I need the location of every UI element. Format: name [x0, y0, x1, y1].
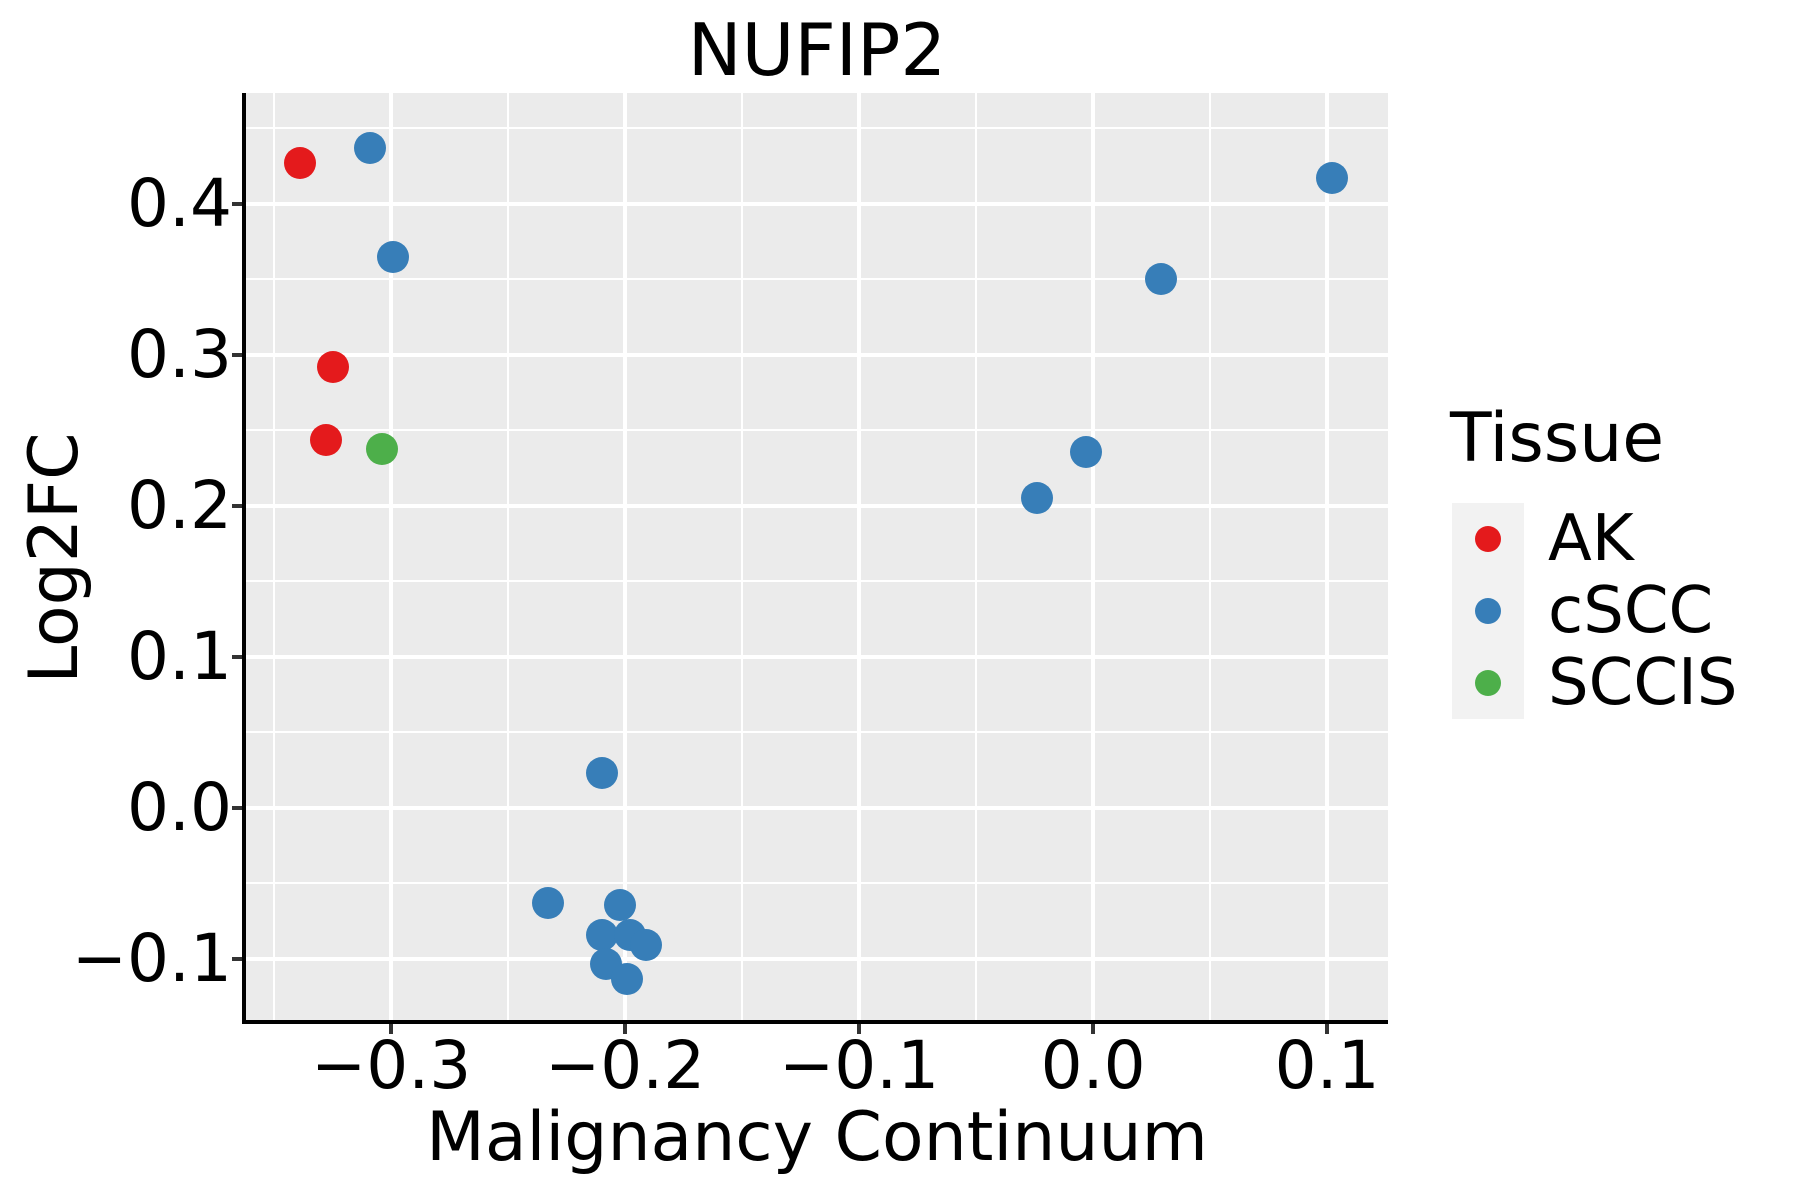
y-tick-label: −0.1: [71, 919, 232, 997]
gridline-y-major: [246, 805, 1388, 810]
legend-entry-AK: AK: [1452, 503, 1738, 575]
gridline-y-minor: [246, 580, 1388, 583]
legend-key: [1452, 647, 1524, 719]
data-point-AK: [309, 423, 342, 456]
gridline-x-major: [623, 93, 628, 1020]
data-point-cSCC: [585, 757, 618, 790]
data-point-cSCC: [354, 132, 387, 165]
sccis-dot-icon: [1475, 670, 1501, 696]
x-tick-label: −0.3: [310, 1027, 472, 1104]
y-tick-label: 0.3: [127, 315, 232, 393]
y-tick-label: 0.0: [127, 768, 232, 846]
x-tick: [1091, 1024, 1096, 1034]
x-tick-label: 0.0: [1040, 1027, 1146, 1104]
x-tick: [1325, 1024, 1330, 1034]
gridline-y-major: [246, 201, 1388, 206]
data-point-SCCIS: [365, 432, 398, 465]
x-tick-label: 0.1: [1274, 1027, 1380, 1104]
gridline-x-minor: [507, 93, 510, 1020]
legend-entry-label: SCCIS: [1548, 646, 1738, 720]
data-point-cSCC: [377, 240, 410, 273]
ak-dot-icon: [1475, 526, 1501, 552]
gridline-x-minor: [273, 93, 276, 1020]
data-point-cSCC: [1020, 482, 1053, 515]
legend: Tissue AK cSCC SCCIS: [1450, 399, 1738, 719]
data-point-AK: [316, 351, 349, 384]
legend-entry-label: AK: [1548, 502, 1634, 576]
y-tick-label: 0.1: [127, 617, 232, 695]
legend-title: Tissue: [1450, 399, 1665, 478]
y-tick-label: 0.2: [127, 466, 232, 544]
gridline-y-minor: [246, 882, 1388, 885]
data-point-cSCC: [1145, 263, 1177, 296]
legend-entry-label: cSCC: [1548, 574, 1714, 648]
gridline-y-major: [246, 654, 1388, 659]
cscc-dot-icon: [1475, 598, 1501, 624]
gridline-y-major: [246, 503, 1388, 508]
legend-items: AK cSCC SCCIS: [1452, 503, 1738, 719]
data-point-cSCC: [585, 918, 618, 951]
gridline-x-major: [857, 93, 862, 1020]
data-point-cSCC: [531, 887, 564, 920]
gridline-x-minor: [1209, 93, 1212, 1020]
legend-key: [1452, 503, 1524, 575]
legend-entry-SCCIS: SCCIS: [1452, 647, 1738, 719]
y-tick: [232, 503, 242, 508]
gridline-y-minor: [246, 731, 1388, 734]
gridline-x-major: [1325, 93, 1330, 1020]
legend-key: [1452, 575, 1524, 647]
plot-panel: [246, 93, 1388, 1020]
gridline-y-major: [246, 352, 1388, 357]
data-point-AK: [283, 147, 316, 180]
data-point-cSCC: [1070, 435, 1103, 468]
data-point-cSCC: [1315, 162, 1348, 195]
x-tick: [389, 1024, 394, 1034]
y-tick: [232, 201, 242, 206]
x-axis-title: Malignancy Continuum: [426, 1098, 1208, 1177]
x-axis-line: [242, 1020, 1388, 1024]
gridline-y-major: [246, 956, 1388, 961]
data-point-cSCC: [604, 888, 637, 921]
gridline-x-minor: [741, 93, 744, 1020]
gridline-y-minor: [246, 278, 1388, 281]
x-tick-label: −0.1: [778, 1027, 940, 1104]
y-tick-label: 0.4: [127, 164, 232, 242]
chart-title: NUFIP2: [687, 8, 947, 92]
gridline-x-major: [389, 93, 394, 1020]
x-tick: [857, 1024, 862, 1034]
y-tick: [232, 654, 242, 659]
x-tick-label: −0.2: [544, 1027, 706, 1104]
x-tick: [623, 1024, 628, 1034]
y-axis-line: [242, 93, 246, 1024]
legend-entry-cSCC: cSCC: [1452, 575, 1738, 647]
y-tick: [232, 805, 242, 810]
gridline-x-minor: [975, 93, 978, 1020]
gridline-x-major: [1091, 93, 1096, 1020]
data-point-cSCC: [630, 929, 663, 962]
y-tick: [232, 352, 242, 357]
y-tick: [232, 956, 242, 961]
gridline-y-minor: [246, 127, 1388, 130]
gridline-y-minor: [246, 429, 1388, 432]
data-point-cSCC: [611, 962, 644, 995]
